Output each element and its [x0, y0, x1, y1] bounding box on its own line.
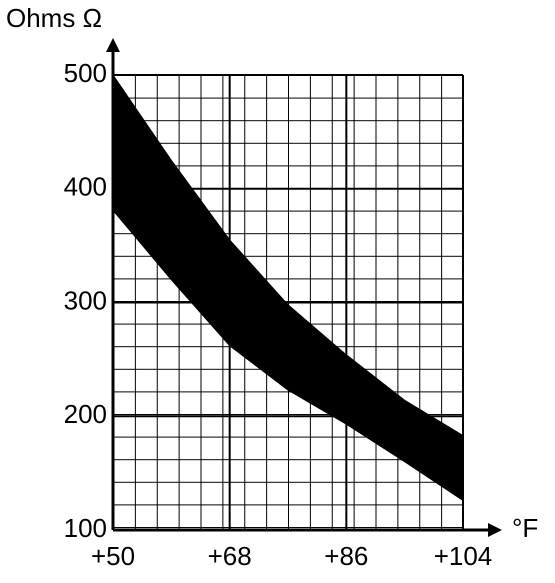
x-tick-label: +50 [91, 541, 135, 571]
y-arrow [106, 38, 120, 52]
x-tick-label: +68 [208, 541, 252, 571]
y-tick-label: 500 [64, 58, 107, 88]
x-axis-label: °F [512, 513, 538, 543]
y-axis-label: Ohms Ω [6, 3, 102, 33]
y-tick-label: 100 [64, 513, 107, 543]
x-tick-label: +86 [324, 541, 368, 571]
x-arrow [488, 523, 502, 537]
resistance-band [112, 74, 464, 501]
y-tick-label: 300 [64, 285, 107, 315]
y-tick-label: 200 [64, 399, 107, 429]
x-tick-label: +104 [434, 541, 493, 571]
y-tick-label: 400 [64, 172, 107, 202]
